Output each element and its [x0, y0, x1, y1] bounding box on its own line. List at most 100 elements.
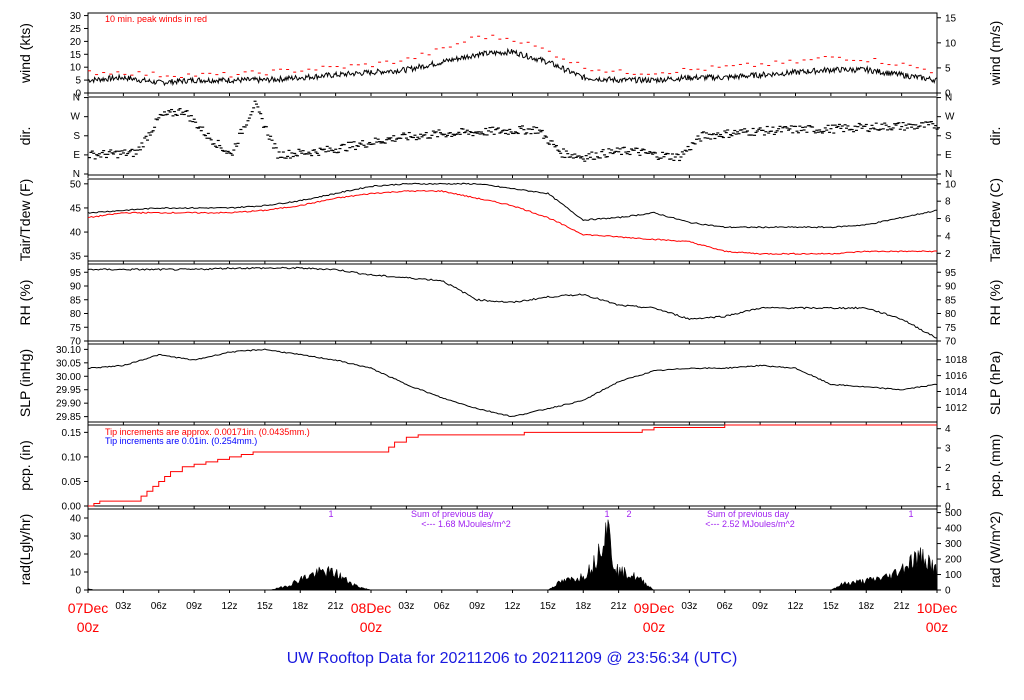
ylabel-left-temp: Tair/Tdew (F) [17, 179, 33, 261]
ylabel-left-dir: dir. [17, 127, 33, 146]
ytick-label-left: 20 [70, 37, 82, 48]
series-line-pcp [88, 424, 937, 507]
ytick-label-right: 100 [945, 570, 962, 581]
ytick-label-right: N [945, 93, 952, 104]
footer-title: UW Rooftop Data for 20211206 to 20211209… [286, 650, 738, 667]
ytick-label-right: 1014 [945, 387, 968, 398]
series-line-temp-1 [87, 189, 938, 255]
series-line-rh-0 [87, 266, 938, 339]
ytick-label-left: 90 [70, 282, 82, 293]
ytick-label-right: 200 [945, 555, 962, 566]
ytick-label-right: 75 [945, 323, 957, 334]
ylabel-right-dir: dir. [987, 127, 1003, 146]
ylabel-right-slp: SLP (hPa) [987, 351, 1003, 415]
ytick-label-right: 95 [945, 268, 957, 279]
day-label-hour: 00z [77, 619, 100, 635]
ytick-label-right: 4 [945, 424, 951, 435]
ytick-label-right: 85 [945, 295, 957, 306]
ytick-label-right: 10 [945, 179, 957, 190]
rad-peak-count: 1 [328, 509, 333, 519]
xtick-label: 15z [823, 601, 839, 612]
ytick-label-left: 30.05 [56, 358, 81, 369]
panel-frame-slp [87, 343, 938, 423]
xtick-label: 03z [115, 601, 131, 612]
ytick-label-left: 29.95 [56, 385, 81, 396]
ytick-label-left: 30.10 [56, 345, 81, 356]
ylabel-right-wind: wind (m/s) [987, 21, 1003, 87]
panel-frame-rh [87, 263, 938, 342]
day-label-hour: 00z [360, 619, 383, 635]
day-label: 08Dec [351, 600, 391, 616]
rad-peak-count: 2 [626, 509, 631, 519]
xtick-label: 15z [540, 601, 556, 612]
rad-area [87, 519, 938, 591]
ytick-label-left: 45 [70, 203, 82, 214]
ytick-label-right: 6 [945, 214, 951, 225]
ytick-label-left: 40 [70, 514, 82, 525]
ytick-label-right: 400 [945, 524, 962, 535]
rad-note-sum-2: Sum of previous day [707, 509, 790, 519]
xtick-label: 03z [398, 601, 414, 612]
ytick-label-left: 80 [70, 309, 82, 320]
xtick-label: 09z [752, 601, 768, 612]
xtick-label: 09z [186, 601, 202, 612]
ytick-label-left: 40 [70, 228, 82, 239]
day-label-hour: 00z [643, 619, 666, 635]
day-label: 10Dec [917, 600, 957, 616]
ytick-label-right: 8 [945, 197, 951, 208]
rad-peak-count: 1 [908, 509, 913, 519]
ytick-label-right: 2 [945, 463, 951, 474]
ytick-label-left: 0.05 [62, 477, 82, 488]
ytick-label-right: 70 [945, 337, 957, 348]
ytick-label-right: W [945, 112, 955, 123]
ytick-label-right: 0 [945, 89, 951, 100]
xtick-label: 15z [257, 601, 273, 612]
ytick-label-right: 1 [945, 482, 951, 493]
ylabel-left-rh: RH (%) [17, 280, 33, 326]
ytick-label-left: S [73, 131, 80, 142]
ytick-label-right: S [945, 131, 952, 142]
ytick-label-right: 500 [945, 508, 962, 519]
ylabel-right-rh: RH (%) [987, 280, 1003, 326]
rad-peak-count: 1 [604, 509, 609, 519]
ytick-label-right: 1016 [945, 371, 968, 382]
ylabel-left-pcp: pcp. (in) [17, 440, 33, 491]
xtick-label: 06z [151, 601, 167, 612]
series-line-slp-0 [87, 348, 938, 418]
xtick-label: 18z [575, 601, 591, 612]
ytick-label-left: 10 [70, 568, 82, 579]
ytick-label-right: 15 [945, 13, 957, 24]
ytick-label-right: 80 [945, 309, 957, 320]
ytick-label-left: 75 [70, 323, 82, 334]
ytick-label-left: 30 [70, 532, 82, 543]
ytick-label-right: 300 [945, 539, 962, 550]
ytick-label-left: 0.00 [62, 502, 82, 513]
ytick-label-left: 85 [70, 295, 82, 306]
ytick-label-left: 30.00 [56, 372, 81, 383]
ylabel-right-temp: Tair/Tdew (C) [987, 178, 1003, 262]
ylabel-left-rad: rad(Lgly/hr) [17, 514, 33, 586]
ytick-label-left: 5 [75, 76, 81, 87]
ytick-label-left: 20 [70, 550, 82, 561]
ytick-label-left: 0 [75, 586, 81, 597]
ytick-label-left: 10 [70, 63, 82, 74]
pcp-note-blue: Tip increments are 0.01in. (0.254mm.) [105, 436, 257, 446]
ytick-label-left: 0.10 [62, 452, 82, 463]
ytick-label-left: 29.85 [56, 412, 81, 423]
ytick-label-left: 30 [70, 11, 82, 22]
ytick-label-right: 1012 [945, 403, 968, 414]
xtick-label: 18z [858, 601, 874, 612]
ytick-label-right: 0 [945, 586, 951, 597]
xtick-label: 06z [434, 601, 450, 612]
meteogram: wind (kts) wind (m/s)05101520253005101510… [17, 11, 1003, 635]
wind-note: 10 min. peak winds in red [105, 14, 207, 24]
ytick-label-left: 25 [70, 24, 82, 35]
xtick-label: 03z [681, 601, 697, 612]
series-line-wind-0 [87, 47, 938, 87]
ytick-label-left: N [73, 93, 80, 104]
ytick-label-left: 15 [70, 50, 82, 61]
ytick-label-right: 2 [945, 249, 951, 260]
day-label: 07Dec [68, 600, 108, 616]
ytick-label-left: 70 [70, 337, 82, 348]
rad-note-value-1: <--- 1.68 MJoules/m^2 [421, 519, 511, 529]
